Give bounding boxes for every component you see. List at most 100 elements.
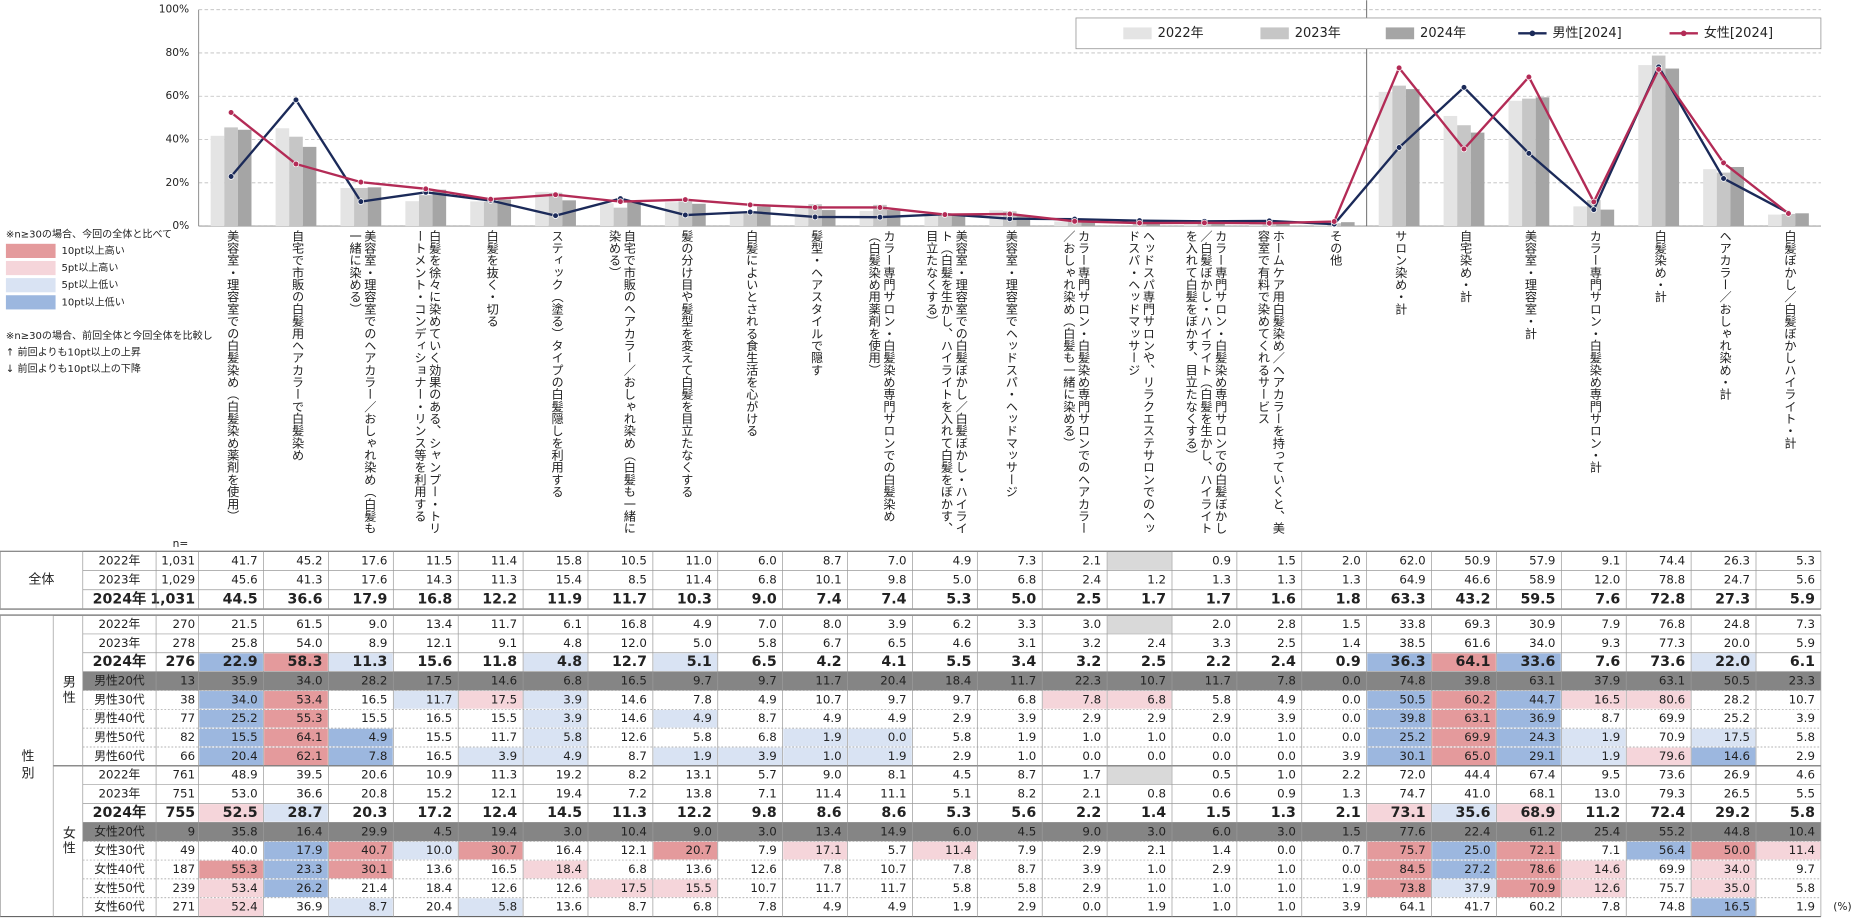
category-label-wrap: ホームケア用白髪染め／ヘアカラーを持っていくと、美容室で有料で染めてくれるサービ… bbox=[1237, 230, 1302, 545]
cell-value: 12.6 bbox=[491, 881, 517, 895]
cell-value: 1.5 bbox=[1277, 553, 1296, 567]
cell-value: 15.5 bbox=[426, 730, 452, 744]
bar bbox=[1508, 100, 1523, 227]
cell-value: 2.1 bbox=[1082, 787, 1101, 801]
cell-value: 7.8 bbox=[758, 900, 777, 914]
cell-value: 6.8 bbox=[563, 674, 582, 688]
cell-value: 7.8 bbox=[369, 749, 388, 763]
cell-value: 3.9 bbox=[498, 749, 517, 763]
cell-value: 20.4 bbox=[426, 900, 452, 914]
bar bbox=[1703, 169, 1717, 227]
group-label: 全体 bbox=[28, 572, 54, 588]
cell-value: 8.6 bbox=[817, 805, 842, 821]
marker bbox=[1590, 198, 1597, 206]
cell-value: 25.8 bbox=[231, 636, 257, 650]
marker bbox=[1460, 84, 1468, 91]
n-label: n= bbox=[173, 537, 189, 550]
cell-value: 16.5 bbox=[1724, 900, 1750, 914]
row-label: 女性50代 bbox=[94, 881, 145, 895]
cell-value: 9.7 bbox=[953, 692, 972, 706]
cell-highlight bbox=[523, 860, 588, 879]
category-label: 美容室・理容室での白髪ぼかし／白髪ぼかし・ハイライト（白髪を生かし、ハイライトを… bbox=[923, 229, 968, 535]
cell-value: 16.5 bbox=[621, 674, 647, 688]
legend-label: 2024年 bbox=[1420, 26, 1466, 41]
bar bbox=[1781, 213, 1796, 227]
cell-value: 11.4 bbox=[815, 787, 841, 801]
cell-value: 3.9 bbox=[758, 749, 777, 763]
cell-value: 5.9 bbox=[1790, 591, 1815, 607]
category-label-wrap: スティック（塗る）タイプの白髪隠しを利用する bbox=[523, 230, 588, 545]
cell-value: 2.9 bbox=[1018, 900, 1037, 914]
bar bbox=[405, 201, 419, 227]
category-label: カラー専門サロン・白髪染め専門サロン・計 bbox=[1586, 229, 1602, 474]
cell-value: 58.9 bbox=[1529, 573, 1555, 587]
category-label-box: ヘアカラー／おしゃれ染め・計 bbox=[1717, 230, 1731, 401]
cell-highlight bbox=[1691, 747, 1756, 766]
marker bbox=[357, 178, 365, 186]
marker bbox=[1395, 144, 1403, 151]
category-label: 白髪を徐々に染めていく効果のある、シャンプー・トリートメント・コンディショナー・… bbox=[411, 229, 441, 535]
cell-value: 11.0 bbox=[686, 553, 712, 567]
cell-value: 53.4 bbox=[231, 881, 257, 895]
cell-value: 11.7 bbox=[426, 692, 452, 706]
cell-value: 79.6 bbox=[1659, 749, 1685, 763]
category-label: 白髪ぼかし／白髪ぼかしハイライト・計 bbox=[1781, 229, 1796, 449]
bar bbox=[237, 129, 252, 227]
cell-value: 12.6 bbox=[621, 730, 647, 744]
y-tick-label: 40% bbox=[166, 133, 190, 146]
cell-value: 1.7 bbox=[1082, 768, 1101, 782]
group-label: 性別 bbox=[19, 749, 35, 782]
cell-value: 34.0 bbox=[1724, 862, 1750, 876]
cell-value: 16.5 bbox=[361, 692, 387, 706]
level-label: 5pt以上高い bbox=[61, 261, 118, 274]
category-label: 美容室・理容室での白髪染め（白髪染め薬剤を使用） bbox=[224, 229, 239, 522]
cell-value: 26.2 bbox=[296, 881, 322, 895]
cell-value: 6.0 bbox=[758, 553, 777, 567]
cell-value: 1.0 bbox=[1147, 862, 1166, 876]
cell-value: 40.7 bbox=[361, 843, 387, 857]
cell-value: 45.6 bbox=[231, 573, 257, 587]
cell-value: 7.4 bbox=[881, 591, 906, 607]
cell-value: 12.4 bbox=[482, 805, 517, 821]
cell-value: 10.0 bbox=[426, 843, 452, 857]
cell-value: 73.8 bbox=[1399, 881, 1425, 895]
cell-value: 7.8 bbox=[953, 862, 972, 876]
cell-value: 17.5 bbox=[1724, 730, 1750, 744]
cell-value: 2.5 bbox=[1076, 591, 1101, 607]
category-label: 美容室・理容室でのヘアカラー／おしゃれ染め（白髪も一緒に染める） bbox=[346, 229, 376, 535]
cell-value: 64.1 bbox=[296, 730, 322, 744]
cell-value: 7.9 bbox=[758, 843, 777, 857]
cell-value: 2.5 bbox=[1141, 654, 1166, 670]
cell-value: 11.3 bbox=[352, 654, 387, 670]
cell-value: 9.7 bbox=[758, 674, 777, 688]
row-n: 1,031 bbox=[150, 591, 195, 607]
cell-value: 8.5 bbox=[628, 573, 647, 587]
cell-value: 0.9 bbox=[1336, 654, 1361, 670]
legend-swatch bbox=[1123, 27, 1152, 40]
cell-value: 2.9 bbox=[1082, 843, 1101, 857]
row-n: 13 bbox=[180, 674, 195, 688]
cell-value: 7.6 bbox=[1595, 591, 1620, 607]
row-label: 男性50代 bbox=[94, 730, 145, 744]
cell-value: 17.6 bbox=[361, 553, 387, 567]
cell-value: 1.8 bbox=[1336, 591, 1361, 607]
cell-value: 73.1 bbox=[1391, 805, 1426, 821]
cell-highlight bbox=[653, 879, 718, 898]
cell-value: 11.5 bbox=[426, 553, 452, 567]
cell-highlight bbox=[1756, 841, 1821, 860]
cell-value: 6.8 bbox=[1018, 573, 1037, 587]
cell-value: 2.9 bbox=[953, 749, 972, 763]
cell-value: 27.2 bbox=[1464, 862, 1490, 876]
cell-value: 5.6 bbox=[1796, 573, 1815, 587]
cell-value: 14.6 bbox=[491, 674, 517, 688]
trend-note: ※n≥30の場合、前回全体と今回全体を比較し bbox=[6, 329, 213, 342]
cell-highlight bbox=[199, 747, 263, 766]
cell-value: 6.1 bbox=[563, 617, 582, 631]
cell-value: 13.6 bbox=[556, 900, 582, 914]
cell-value: 8.7 bbox=[369, 900, 388, 914]
cell-value: 22.0 bbox=[1715, 654, 1750, 670]
cell-value: 84.5 bbox=[1399, 862, 1425, 876]
cell-value: 4.5 bbox=[433, 824, 452, 838]
cell-value: 8.7 bbox=[758, 711, 777, 725]
bar bbox=[340, 187, 355, 227]
